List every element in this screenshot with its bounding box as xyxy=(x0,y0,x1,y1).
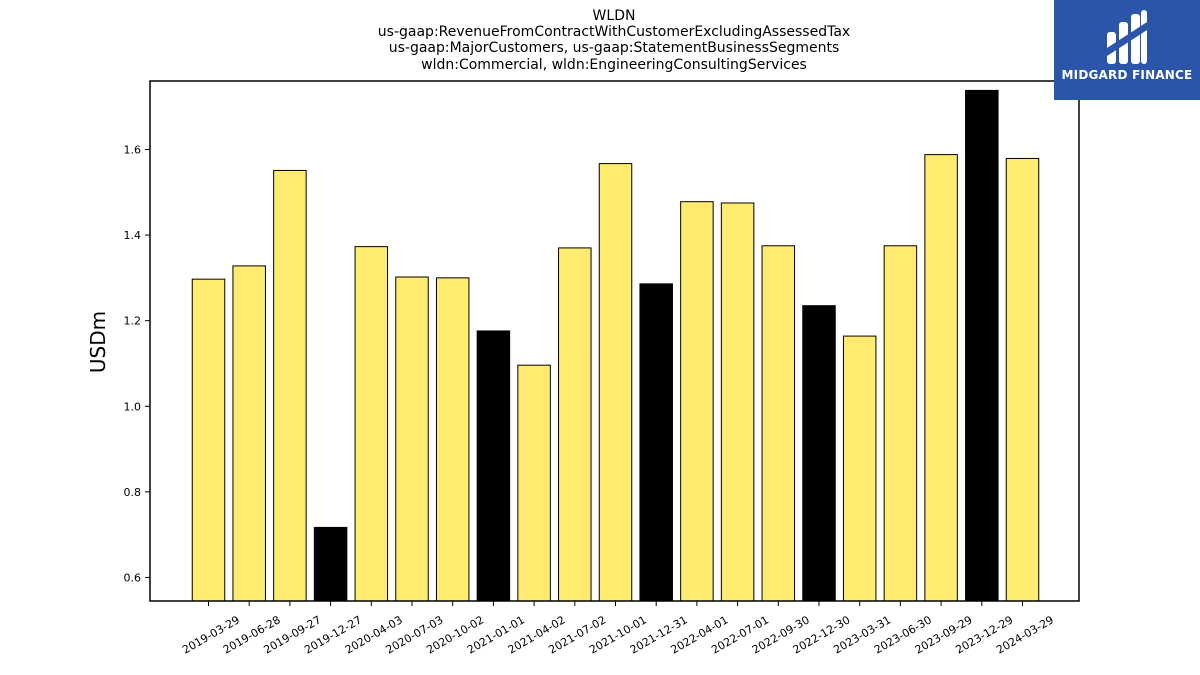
y-tick-label: 0.8 xyxy=(124,486,142,499)
bar-2021-01-01 xyxy=(476,330,511,602)
bar-2020-04-03 xyxy=(354,246,389,602)
bar-2019-06-28 xyxy=(232,265,266,602)
y-tick-label: 1.4 xyxy=(124,229,142,242)
y-tick-label: 1.6 xyxy=(124,143,142,156)
plot-frame xyxy=(149,80,1080,602)
bar-2021-04-02 xyxy=(517,364,551,602)
chart-title-line-2: us-gaap:RevenueFromContractWithCustomerE… xyxy=(378,24,850,40)
bar-2022-09-30 xyxy=(761,245,796,602)
bar-2022-07-01 xyxy=(720,202,755,602)
y-tick-label: 0.6 xyxy=(124,571,142,584)
logo-text: MIDGARD FINANCE xyxy=(1061,68,1193,82)
chart-title: WLDN us-gaap:RevenueFromContractWithCust… xyxy=(378,8,850,73)
midgard-logo-icon xyxy=(1107,10,1147,64)
bar-2022-12-30 xyxy=(802,305,836,602)
bar-2021-10-01 xyxy=(598,163,633,602)
y-tick-label: 1.2 xyxy=(124,315,142,328)
bar-2019-12-27 xyxy=(313,526,348,602)
bars-group xyxy=(191,89,1040,602)
bar-2023-09-29 xyxy=(924,154,958,602)
bar-2023-06-30 xyxy=(883,245,918,602)
bar-2023-03-31 xyxy=(842,335,877,602)
y-axis-ticks: 0.6 0.8 1.0 1.2 1.4 1.6 xyxy=(124,143,150,584)
bar-2022-04-01 xyxy=(680,201,714,602)
bar-2019-03-29 xyxy=(191,278,226,602)
bar-2021-07-02 xyxy=(558,247,592,602)
bar-2021-12-31 xyxy=(639,283,673,602)
y-tick-label: 1.0 xyxy=(124,400,142,413)
bar-2024-03-29 xyxy=(1005,157,1040,602)
chart-title-line-1: WLDN xyxy=(593,8,636,24)
x-axis-ticks: 2019-03-292019-06-282019-09-272019-12-27… xyxy=(180,601,1056,657)
chart-title-line-4: wldn:Commercial, wldn:EngineeringConsult… xyxy=(421,57,807,73)
bar-2019-09-27 xyxy=(273,169,307,602)
chart-title-line-3: us-gaap:MajorCustomers, us-gaap:Statemen… xyxy=(389,40,840,56)
bar-2020-10-02 xyxy=(435,277,470,602)
bar-2023-12-29 xyxy=(965,89,999,602)
bar-2020-07-03 xyxy=(395,276,429,602)
y-axis-label: USDm xyxy=(86,311,110,373)
brand-logo: MIDGARD FINANCE xyxy=(1054,0,1200,100)
